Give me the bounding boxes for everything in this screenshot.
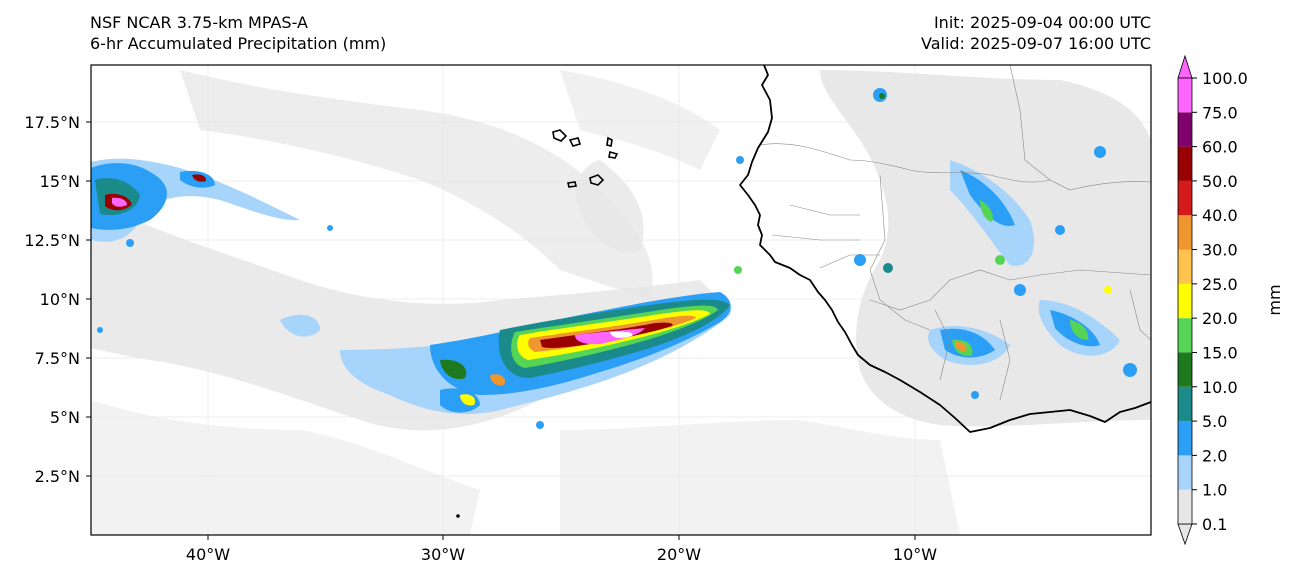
intense-precip-cores xyxy=(105,174,967,406)
cape-verde-islands xyxy=(552,129,619,188)
colorbar-level-label: 15.0 xyxy=(1202,343,1238,362)
colorbar-level-label: 60.0 xyxy=(1202,138,1238,157)
colorbar-swatch xyxy=(1178,455,1192,490)
colorbar-swatch xyxy=(1178,283,1192,319)
colorbar-level-label: 40.0 xyxy=(1202,206,1238,225)
map-layers xyxy=(91,65,1151,535)
colorbar-level-label: 75.0 xyxy=(1202,103,1238,122)
lon-label: 10°W xyxy=(893,545,937,564)
lat-label: 17.5°N xyxy=(24,113,80,132)
small-island xyxy=(456,514,460,518)
colorbar-level-label: 1.0 xyxy=(1202,481,1227,500)
colorbar-swatch xyxy=(1178,180,1192,216)
colorbar-extend-max xyxy=(1177,54,1193,79)
colorbar-extend-min xyxy=(1177,523,1193,546)
colorbar-swatch xyxy=(1178,215,1192,250)
lon-label: 30°W xyxy=(421,545,465,564)
lat-label: 5°N xyxy=(50,408,80,427)
colorbar-swatch xyxy=(1178,112,1192,147)
colorbar-level-label: 25.0 xyxy=(1202,275,1238,294)
title-right: Init: 2025-09-04 00:00 UTC Valid: 2025-0… xyxy=(921,12,1151,54)
lat-label: 2.5°N xyxy=(35,467,80,486)
colorbar-frame xyxy=(1177,77,1193,525)
colorbar-level-label: 0.1 xyxy=(1202,515,1227,534)
lat-labels: 17.5°N 15°N 12.5°N 10°N 7.5°N 5°N 2.5°N xyxy=(24,113,80,486)
lat-label: 10°N xyxy=(40,290,80,309)
country-borders xyxy=(759,65,1151,401)
coastline xyxy=(739,65,1151,433)
colorbar: 0.1 1.0 2.0 5.0 10.0 15.0 20.0 25.0 30.0 40.0 50.0… xyxy=(1177,54,1248,546)
model-title: NSF NCAR 3.75-km MPAS-A xyxy=(90,13,308,32)
colorbar-level-label: 10.0 xyxy=(1202,378,1238,397)
valid-time: Valid: 2025-09-07 16:00 UTC xyxy=(920,34,1151,53)
colorbar-level-label: 100.0 xyxy=(1202,69,1248,88)
field-title: 6-hr Accumulated Precipitation (mm) xyxy=(90,34,387,53)
axis-ticks xyxy=(86,121,916,540)
colorbar-level-label: 20.0 xyxy=(1202,309,1238,328)
init-time: Init: 2025-09-04 00:00 UTC xyxy=(933,13,1151,32)
colorbar-level-label: 30.0 xyxy=(1202,241,1238,260)
colorbar-level-label: 2.0 xyxy=(1202,446,1227,465)
plot-frame xyxy=(90,64,1152,536)
colorbar-level-label: 50.0 xyxy=(1202,172,1238,191)
colorbar-swatch xyxy=(1178,146,1192,181)
lon-label: 40°W xyxy=(186,545,230,564)
colorbar-label: mm xyxy=(1265,284,1284,315)
lat-label: 12.5°N xyxy=(24,231,80,250)
colorbar-level-label: 5.0 xyxy=(1202,412,1227,431)
title-left: NSF NCAR 3.75-km MPAS-A 6-hr Accumulated… xyxy=(90,12,386,54)
scattered-cells xyxy=(97,88,1137,429)
lon-label: 20°W xyxy=(657,545,701,564)
colorbar-swatch xyxy=(1178,249,1192,284)
colorbar-swatch xyxy=(1178,386,1192,422)
lat-label: 15°N xyxy=(40,172,80,191)
colorbar-swatch xyxy=(1178,421,1192,456)
colorbar-swatch xyxy=(1178,78,1192,113)
colorbar-swatch xyxy=(1178,489,1192,524)
lat-label: 7.5°N xyxy=(35,349,80,368)
colorbar-swatch xyxy=(1178,352,1192,387)
colorbar-swatch xyxy=(1178,318,1192,353)
lon-labels: 40°W 30°W 20°W 10°W xyxy=(186,545,937,564)
